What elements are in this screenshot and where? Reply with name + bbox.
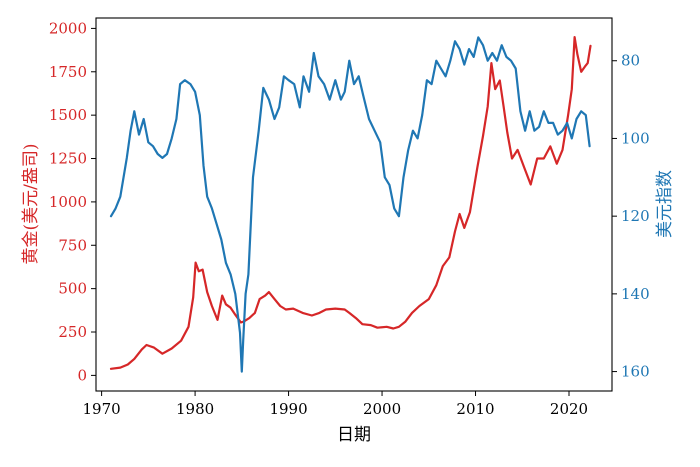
x-tick-label: 2020: [550, 400, 588, 418]
y-left-tick-label: 1500: [49, 106, 87, 124]
y-right-tick-label: 140: [621, 285, 650, 303]
ticks-layer: 1970 1980 1990 2000 2010 2020 0 250 500 750 1000 12…: [49, 19, 650, 418]
y-left-tick-label: 2000: [49, 19, 87, 37]
y-left-tick-label: 750: [58, 236, 87, 254]
y-right-tick-label: 120: [621, 207, 650, 225]
usd-index-series-line: [109, 36, 591, 373]
gold-price-series-line: [109, 36, 592, 370]
y-left-tick-label: 250: [58, 323, 87, 341]
y-left-tick-label: 1750: [49, 63, 87, 81]
y-right-tick-label: 100: [621, 129, 650, 147]
plot-area-frame: [95, 17, 613, 392]
x-axis-label: 日期: [337, 425, 371, 445]
y-left-tick-label: 1250: [49, 150, 87, 168]
y-right-tick-label: 80: [621, 52, 640, 70]
x-tick-label: 2010: [456, 400, 494, 418]
lines-layer: [109, 36, 592, 373]
y-right-tick-label: 160: [621, 363, 650, 381]
x-tick-label: 1990: [269, 400, 307, 418]
x-tick-label: 2000: [363, 400, 401, 418]
x-tick-label: 1980: [176, 400, 214, 418]
y-left-tick-label: 1000: [49, 193, 87, 211]
y-axis-left-label: 黄金(美元/盎司): [21, 144, 41, 265]
y-left-tick-label: 0: [77, 366, 87, 384]
y-left-tick-label: 500: [58, 280, 87, 298]
x-tick-label: 1970: [83, 400, 121, 418]
y-axis-right-label: 美元指数: [655, 170, 675, 238]
